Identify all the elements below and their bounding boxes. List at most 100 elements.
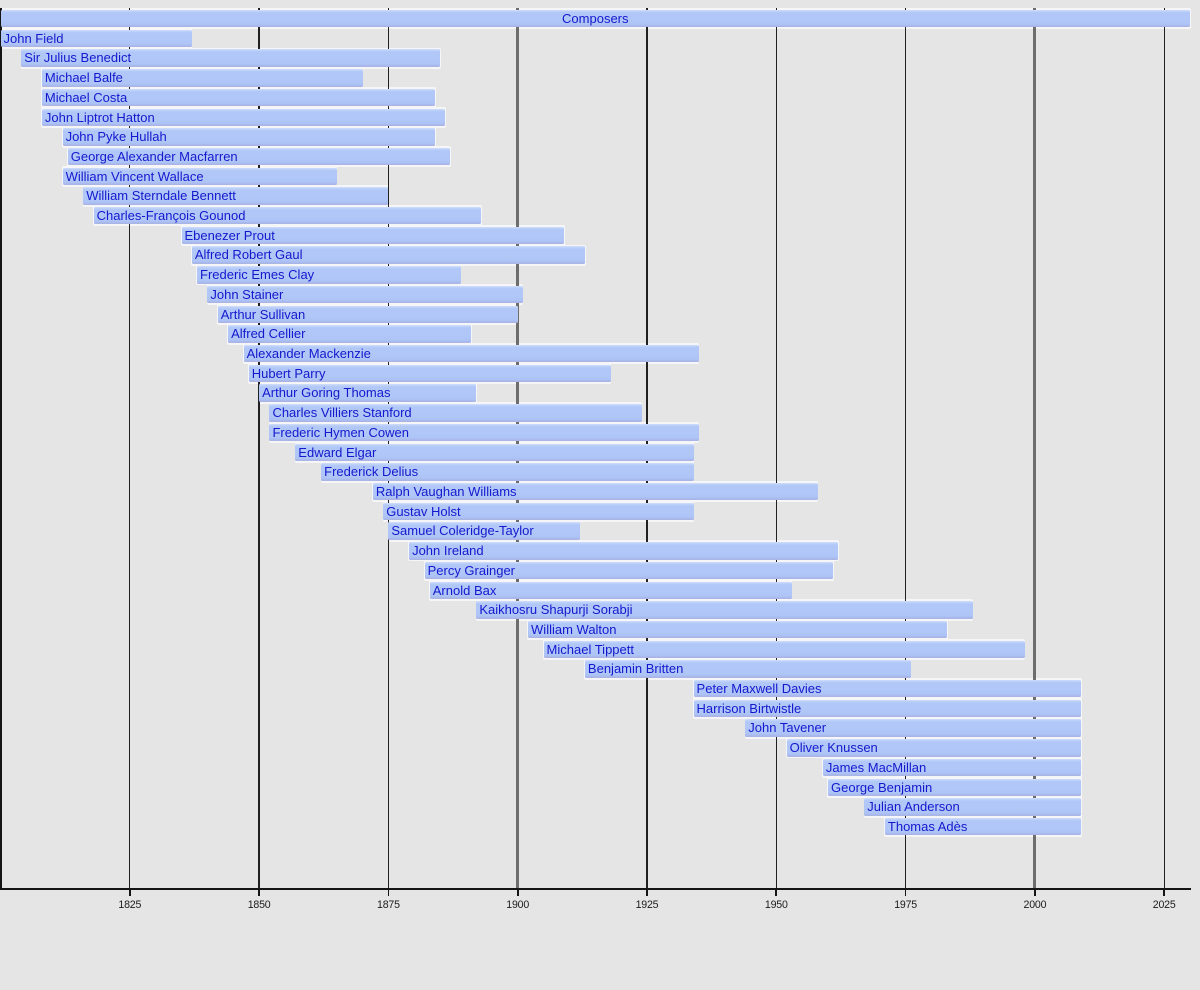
tick-mark-2025 bbox=[1163, 889, 1166, 896]
composer-name-label: James MacMillan bbox=[825, 759, 927, 775]
lifespan-bar-hubert-parry: Hubert Parry bbox=[248, 364, 611, 383]
lifespan-bar-frederick-delius: Frederick Delius bbox=[321, 463, 694, 481]
lifespan-bar-john-liptrot-hatton: John Liptrot Hatton bbox=[41, 108, 446, 126]
header-bar-composers: Composers bbox=[0, 10, 1191, 28]
composer-name-label: John Pyke Hullah bbox=[65, 129, 167, 145]
composer-name-label: Arnold Bax bbox=[432, 582, 497, 598]
gridline-2000 bbox=[1033, 8, 1037, 889]
composer-name-label: Harrison Birtwistle bbox=[696, 700, 802, 716]
lifespan-bar-julian-anderson: Julian Anderson bbox=[864, 798, 1082, 816]
composer-name-label: Oliver Knussen bbox=[789, 740, 878, 756]
lifespan-bar-alfred-robert-gaul: Alfred Robert Gaul bbox=[191, 246, 585, 264]
composer-name-label: Samuel Coleridge-Taylor bbox=[391, 523, 534, 539]
composer-name-label: Thomas Adès bbox=[887, 819, 968, 835]
composer-name-label: Charles Villiers Stanford bbox=[272, 405, 412, 421]
lifespan-bar-alexander-mackenzie: Alexander Mackenzie bbox=[243, 345, 699, 363]
tick-mark-1900 bbox=[516, 889, 519, 896]
composer-name-label: Edward Elgar bbox=[298, 444, 377, 460]
lifespan-bar-george-alexander-macfarren: George Alexander Macfarren bbox=[67, 147, 451, 166]
lifespan-bar-benjamin-britten: Benjamin Britten bbox=[584, 660, 911, 678]
tick-mark-1875 bbox=[387, 889, 390, 896]
lifespan-bar-sir-julius-benedict: Sir Julius Benedict bbox=[21, 49, 441, 67]
composer-name-label: William Sterndale Bennett bbox=[86, 188, 236, 204]
lifespan-bar-john-pyke-hullah: John Pyke Hullah bbox=[62, 128, 435, 146]
composer-name-label: Arthur Sullivan bbox=[220, 306, 306, 322]
tick-label-2000: 2000 bbox=[1023, 899, 1047, 911]
composer-name-label: Hubert Parry bbox=[251, 365, 326, 381]
gridline-1825 bbox=[129, 8, 131, 889]
gridline-2025 bbox=[1163, 8, 1165, 889]
tick-label-1950: 1950 bbox=[764, 899, 788, 911]
composer-name-label: Frederick Delius bbox=[324, 464, 419, 480]
composer-name-label: John Field bbox=[3, 30, 64, 46]
composer-name-label: Gustav Holst bbox=[386, 503, 461, 519]
lifespan-bar-percy-grainger: Percy Grainger bbox=[424, 561, 834, 580]
plot-left-border bbox=[0, 8, 2, 889]
lifespan-bar-michael-tippett: Michael Tippett bbox=[543, 640, 1025, 659]
lifespan-bar-george-benjamin: George Benjamin bbox=[828, 778, 1082, 796]
tick-mark-1825 bbox=[128, 889, 131, 896]
lifespan-bar-michael-costa: Michael Costa bbox=[41, 88, 435, 107]
composer-name-label: George Alexander Macfarren bbox=[70, 148, 238, 164]
tick-mark-2000 bbox=[1034, 889, 1036, 896]
composer-name-label: John Tavener bbox=[748, 720, 827, 736]
lifespan-bar-gustav-holst: Gustav Holst bbox=[383, 502, 694, 521]
lifespan-bar-peter-maxwell-davies: Peter Maxwell Davies bbox=[693, 680, 1082, 698]
chart-title: Composers bbox=[562, 11, 629, 26]
tick-label-2025: 2025 bbox=[1152, 899, 1176, 911]
lifespan-bar-william-sterndale-bennett: William Sterndale Bennett bbox=[83, 187, 389, 205]
lifespan-bar-john-stainer: John Stainer bbox=[207, 285, 523, 304]
lifespan-bar-alfred-cellier: Alfred Cellier bbox=[228, 325, 472, 343]
composer-name-label: Ralph Vaughan Williams bbox=[375, 483, 517, 499]
tick-label-1925: 1925 bbox=[635, 899, 659, 911]
composer-name-label: Kaikhosru Shapurji Sorabji bbox=[479, 602, 633, 618]
lifespan-bar-john-ireland: John Ireland bbox=[409, 542, 839, 560]
composer-name-label: John Liptrot Hatton bbox=[44, 109, 155, 125]
composer-name-label: Sir Julius Benedict bbox=[24, 50, 132, 66]
tick-label-1850: 1850 bbox=[247, 899, 271, 911]
gridline-1950 bbox=[775, 8, 777, 889]
gridline-1850 bbox=[258, 8, 260, 889]
lifespan-bar-charles-fran-ois-gounod: Charles-François Gounod bbox=[93, 207, 482, 225]
tick-mark-1925 bbox=[646, 889, 648, 896]
lifespan-bar-william-vincent-wallace: William Vincent Wallace bbox=[62, 167, 337, 186]
composer-name-label: John Stainer bbox=[210, 286, 284, 302]
lifespan-bar-charles-villiers-stanford: Charles Villiers Stanford bbox=[269, 404, 642, 422]
tick-label-1875: 1875 bbox=[377, 899, 400, 911]
lifespan-bar-john-field: John Field bbox=[0, 29, 192, 48]
composer-name-label: Alfred Cellier bbox=[231, 326, 306, 342]
lifespan-bar-ebenezer-prout: Ebenezer Prout bbox=[181, 226, 565, 245]
tick-mark-1950 bbox=[775, 889, 778, 896]
lifespan-bar-samuel-coleridge-taylor: Samuel Coleridge-Taylor bbox=[388, 522, 580, 540]
lifespan-bar-frederic-hymen-cowen: Frederic Hymen Cowen bbox=[269, 423, 699, 442]
composer-name-label: William Vincent Wallace bbox=[65, 168, 204, 184]
lifespan-bar-john-tavener: John Tavener bbox=[745, 719, 1082, 737]
composer-name-label: Frederic Hymen Cowen bbox=[272, 424, 409, 440]
lifespan-bar-thomas-ad-s: Thomas Adès bbox=[884, 818, 1082, 836]
tick-mark-1975 bbox=[904, 889, 907, 896]
lifespan-bar-ralph-vaughan-williams: Ralph Vaughan Williams bbox=[372, 482, 818, 501]
lifespan-bar-william-walton: William Walton bbox=[528, 620, 947, 639]
lifespan-bar-edward-elgar: Edward Elgar bbox=[295, 443, 694, 461]
composer-name-label: Ebenezer Prout bbox=[184, 227, 275, 243]
composer-name-label: Percy Grainger bbox=[427, 562, 516, 578]
composer-name-label: Michael Tippett bbox=[546, 641, 634, 657]
composer-name-label: John Ireland bbox=[412, 543, 484, 559]
lifespan-bar-james-macmillan: James MacMillan bbox=[822, 758, 1082, 777]
lifespan-bar-michael-balfe: Michael Balfe bbox=[41, 69, 363, 87]
composer-name-label: Benjamin Britten bbox=[587, 661, 684, 677]
composer-name-label: Charles-François Gounod bbox=[96, 208, 246, 224]
tick-label-1900: 1900 bbox=[506, 899, 530, 911]
lifespan-bar-oliver-knussen: Oliver Knussen bbox=[786, 739, 1082, 757]
lifespan-bar-arnold-bax: Arnold Bax bbox=[429, 581, 792, 599]
composer-name-label: Michael Balfe bbox=[44, 70, 123, 86]
composer-name-label: George Benjamin bbox=[831, 779, 933, 795]
composer-name-label: William Walton bbox=[531, 621, 617, 637]
tick-label-1975: 1975 bbox=[894, 899, 917, 911]
composer-name-label: Frederic Emes Clay bbox=[200, 267, 315, 283]
lifespan-bar-harrison-birtwistle: Harrison Birtwistle bbox=[693, 699, 1082, 718]
composer-name-label: Alexander Mackenzie bbox=[246, 346, 371, 362]
time-axis-line bbox=[0, 888, 1192, 891]
lifespan-bar-arthur-goring-thomas: Arthur Goring Thomas bbox=[259, 384, 477, 402]
